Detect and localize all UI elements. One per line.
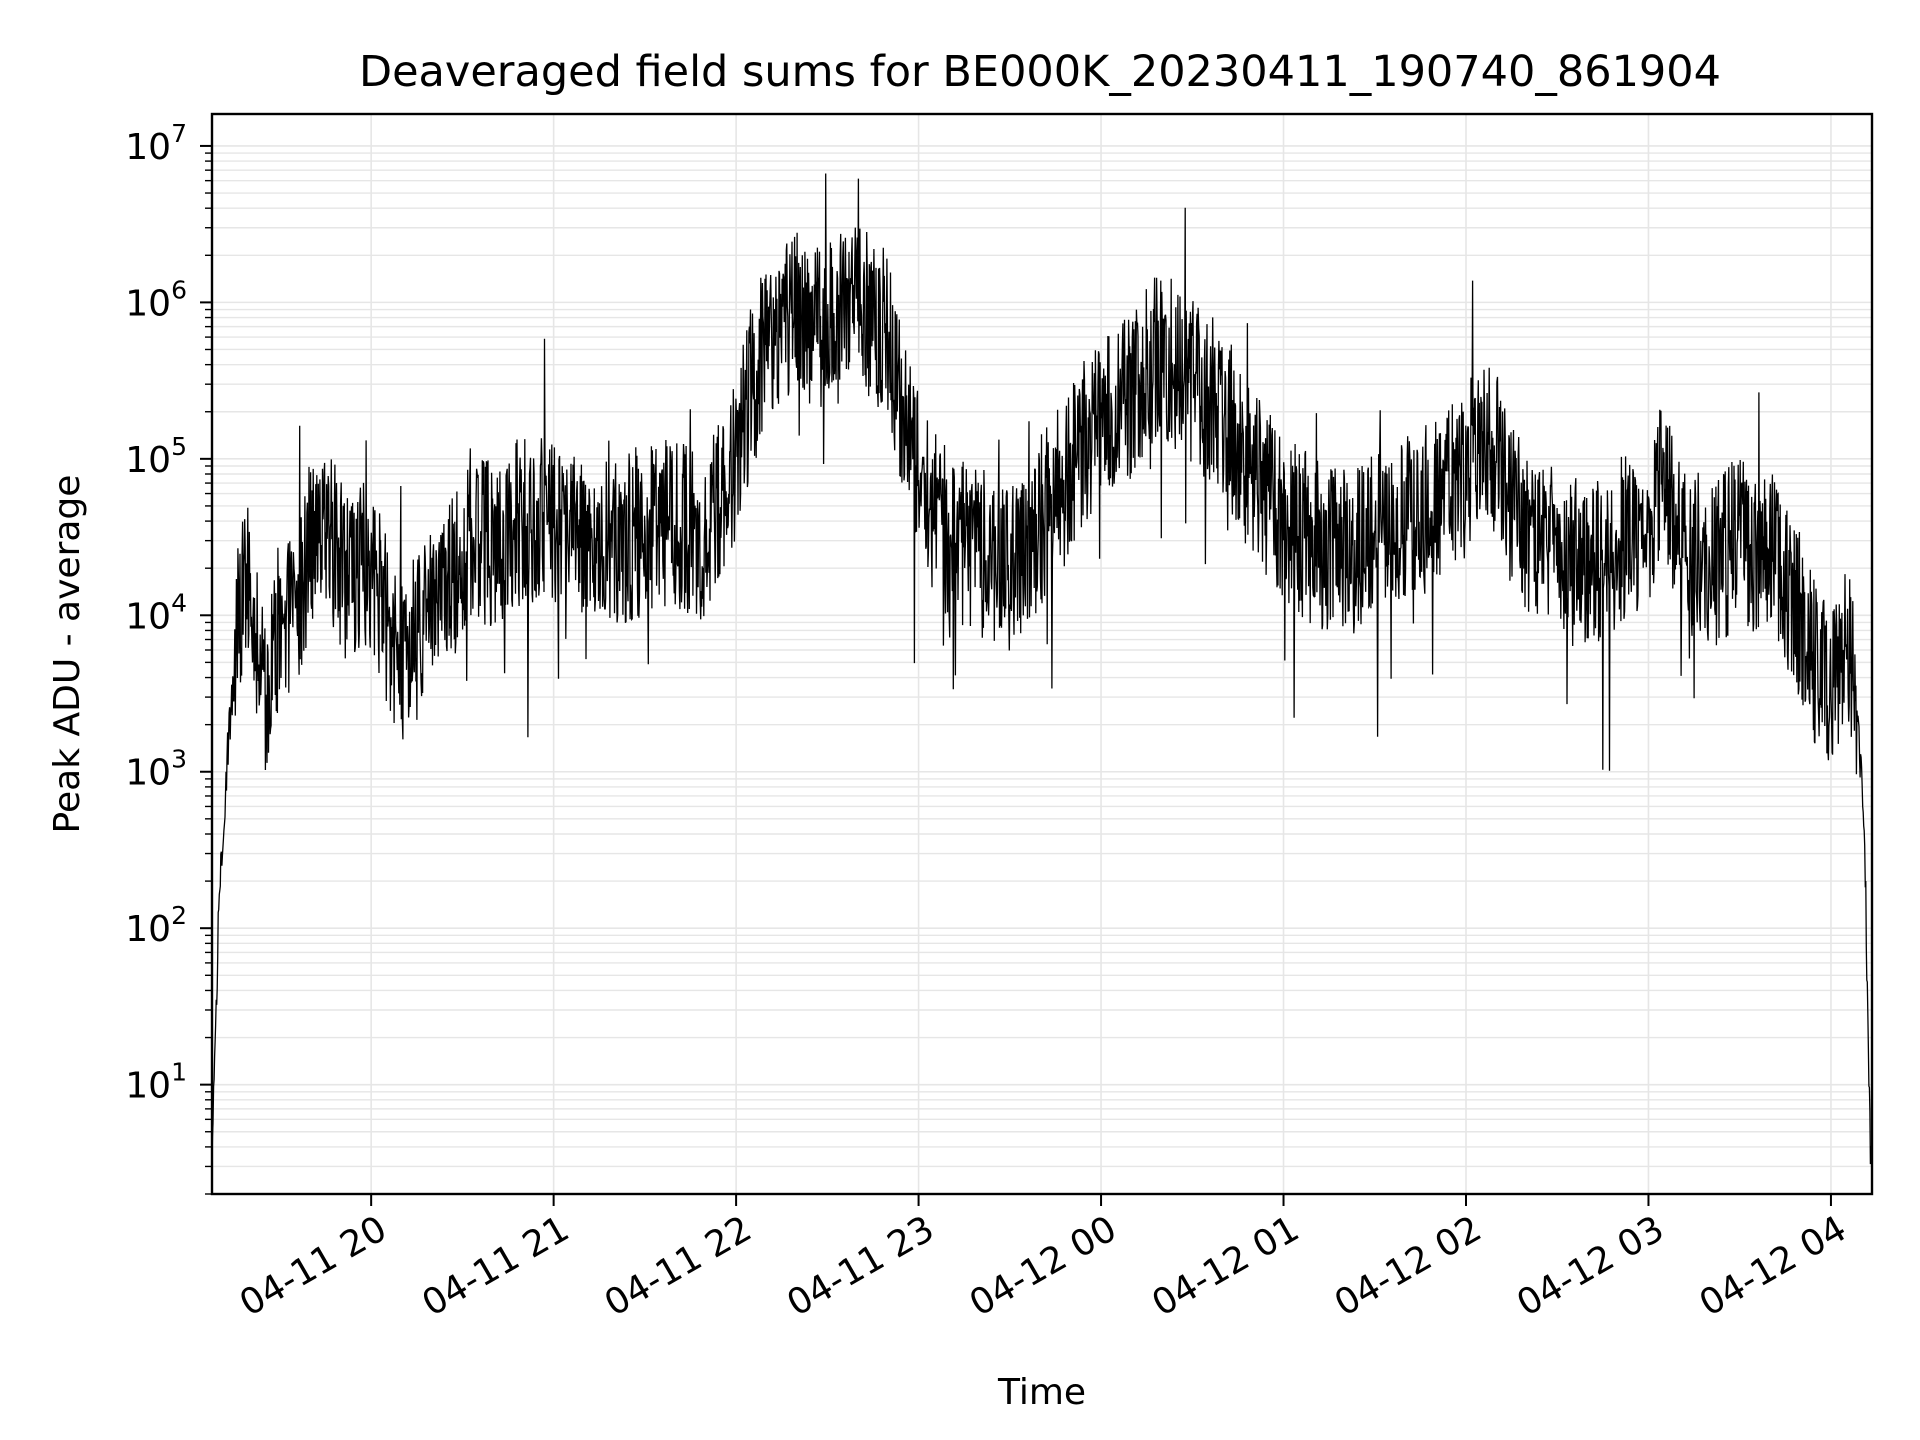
y-tick-label: 107 xyxy=(125,119,187,168)
y-tick-label: 103 xyxy=(125,745,187,794)
y-tick-label: 101 xyxy=(125,1058,187,1107)
y-tick-label: 106 xyxy=(125,275,187,324)
y-tick-label: 102 xyxy=(125,901,187,950)
plot-frame xyxy=(210,112,1874,1196)
y-axis-label: Peak ADU - average xyxy=(47,475,88,834)
y-tick-label: 104 xyxy=(125,588,187,637)
y-tick-label: 105 xyxy=(125,432,187,481)
chart-title: Deaveraged field sums for BE000K_2023041… xyxy=(359,47,1721,97)
x-axis-label: Time xyxy=(997,1372,1086,1413)
series-line xyxy=(211,173,1873,1165)
